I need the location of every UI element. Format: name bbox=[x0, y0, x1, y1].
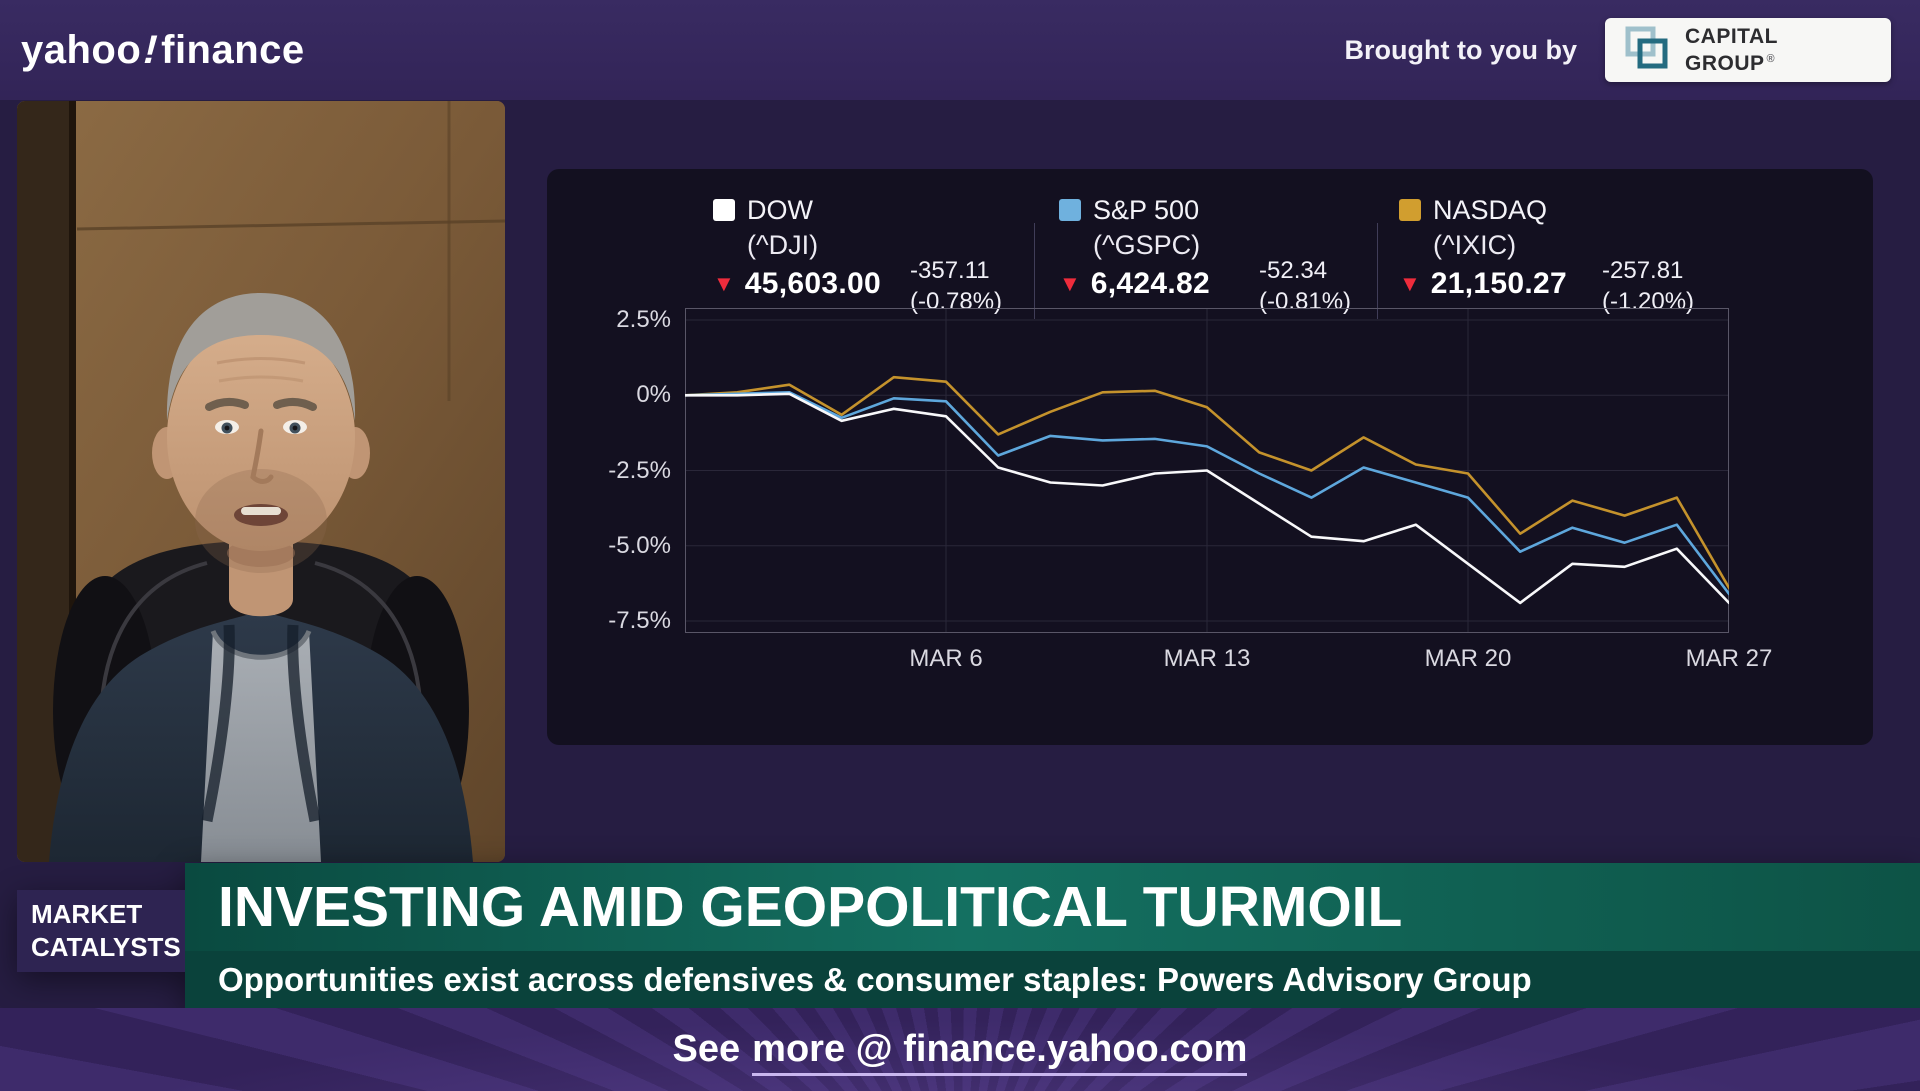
ticker-sp500-name-row: S&P 500 bbox=[1059, 193, 1210, 227]
ticker-dow-change: -357.11 (-0.78%) bbox=[910, 255, 1002, 317]
ticker-divider bbox=[1377, 223, 1378, 319]
sponsor-area: Brought to you by CAPITAL GROUP ® bbox=[1345, 18, 1891, 82]
down-arrow-icon: ▼ bbox=[713, 271, 735, 296]
ticker-symbol: (^DJI) bbox=[747, 230, 819, 260]
change-value: -257.81 bbox=[1602, 257, 1684, 284]
sponsor-name: CAPITAL GROUP ® bbox=[1685, 25, 1778, 75]
sponsor-name-line1: CAPITAL bbox=[1685, 25, 1778, 48]
ticker-price-row: ▼ 6,424.82 bbox=[1059, 263, 1210, 305]
change-value: -52.34 bbox=[1259, 257, 1328, 284]
series-line-DOW bbox=[683, 392, 1731, 605]
registered-mark: ® bbox=[1766, 53, 1776, 65]
ticker-price-row: ▼ 45,603.00 bbox=[713, 263, 881, 305]
change-percent: (-1.20%) bbox=[1602, 288, 1695, 315]
ticker-name: S&P 500 bbox=[1093, 194, 1200, 225]
logo-exclamation-icon: ! bbox=[138, 27, 164, 72]
sp500-legend-swatch bbox=[1059, 199, 1081, 221]
ticker-price: 6,424.82 bbox=[1090, 267, 1210, 300]
lower-third-banner: INVESTING AMID GEOPOLITICAL TURMOIL Oppo… bbox=[0, 863, 1920, 1008]
headline-text: INVESTING AMID GEOPOLITICAL TURMOIL bbox=[218, 875, 1403, 939]
sponsor-card: CAPITAL GROUP ® bbox=[1605, 18, 1891, 82]
down-arrow-icon: ▼ bbox=[1059, 271, 1081, 296]
x-axis-tick-label: MAR 13 bbox=[1163, 645, 1251, 672]
ticker-nasdaq-change: -257.81 (-1.20%) bbox=[1602, 255, 1694, 317]
chart-plot-area bbox=[683, 308, 1731, 633]
y-axis: 2.5% 0% -2.5% -5.0% -7.5% bbox=[581, 306, 671, 634]
change-value: -357.11 bbox=[910, 257, 990, 284]
footer-bar: See more @ finance.yahoo.com bbox=[0, 1008, 1920, 1091]
yahoo-finance-logo: yahoo! finance bbox=[21, 28, 305, 73]
footer-rays-background bbox=[0, 1008, 1920, 1091]
kicker-line1: MARKET bbox=[31, 899, 143, 929]
footer-see: See bbox=[672, 1028, 741, 1070]
footer-url: more @ finance.yahoo.com bbox=[752, 1028, 1248, 1076]
y-axis-tick-label: -7.5% bbox=[608, 606, 671, 634]
speaker-video bbox=[17, 101, 505, 862]
ticker-divider bbox=[1034, 223, 1035, 319]
down-arrow-icon: ▼ bbox=[1399, 271, 1421, 296]
subtitle-text: Opportunities exist across defensives & … bbox=[218, 960, 1532, 998]
ticker-nasdaq-name-row: NASDAQ bbox=[1399, 193, 1567, 227]
sponsor-name-line2: GROUP ® bbox=[1685, 52, 1776, 75]
ticker-price-row: ▼ 21,150.27 bbox=[1399, 263, 1567, 305]
series-line-NASDAQ bbox=[683, 375, 1731, 590]
performance-chart: 2.5% 0% -2.5% -5.0% -7.5% MAR 6 MAR 13 MAR 20 M… bbox=[608, 306, 1772, 672]
x-axis: MAR 6 MAR 13 MAR 20 MAR 27 bbox=[685, 645, 1772, 675]
ticker-dow-name-row: DOW bbox=[713, 193, 881, 227]
logo-finance: finance bbox=[161, 27, 305, 72]
ticker-price: 45,603.00 bbox=[744, 267, 881, 300]
plot-frame bbox=[685, 308, 1729, 633]
change-percent: (-0.81%) bbox=[1259, 288, 1352, 315]
x-axis-tick-label: MAR 27 bbox=[1685, 645, 1773, 672]
y-axis-tick-label: 2.5% bbox=[616, 306, 671, 334]
ticker-strip: DOW (^DJI) ▼ 45,603.00 -357.11 (-0.78%) … bbox=[547, 193, 1873, 325]
change-percent: (-0.78%) bbox=[910, 288, 1003, 315]
ticker-symbol: (^GSPC) bbox=[1093, 230, 1201, 260]
ticker-nasdaq: NASDAQ (^IXIC) ▼ 21,150.27 bbox=[1399, 193, 1567, 305]
series-line-S&P-500 bbox=[683, 391, 1731, 596]
ticker-symbol: (^IXIC) bbox=[1433, 230, 1517, 260]
market-chart-panel: DOW (^DJI) ▼ 45,603.00 -357.11 (-0.78%) … bbox=[547, 169, 1873, 745]
ticker-sp500: S&P 500 (^GSPC) ▼ 6,424.82 bbox=[1059, 193, 1210, 305]
capital-group-logo-icon bbox=[1623, 24, 1671, 77]
ticker-price: 21,150.27 bbox=[1430, 267, 1567, 300]
headline-bar: INVESTING AMID GEOPOLITICAL TURMOIL bbox=[185, 863, 1920, 951]
speaker-illustration bbox=[17, 101, 505, 862]
y-axis-tick-label: 0% bbox=[636, 381, 671, 409]
subtitle-bar: Opportunities exist across defensives & … bbox=[185, 951, 1920, 1008]
ticker-name: NASDAQ bbox=[1433, 194, 1548, 225]
ticker-sp500-change: -52.34 (-0.81%) bbox=[1259, 255, 1351, 317]
top-bar: yahoo! finance Brought to you by CAPITAL … bbox=[0, 0, 1920, 100]
ticker-name: DOW bbox=[747, 194, 813, 225]
x-axis-tick-label: MAR 20 bbox=[1424, 645, 1512, 672]
y-axis-tick-label: -2.5% bbox=[608, 456, 671, 484]
ticker-dow: DOW (^DJI) ▼ 45,603.00 bbox=[713, 193, 881, 305]
y-axis-tick-label: -5.0% bbox=[608, 531, 671, 559]
brought-to-you-by-label: Brought to you by bbox=[1344, 34, 1577, 65]
dow-legend-swatch bbox=[713, 199, 735, 221]
x-axis-tick-label: MAR 6 bbox=[909, 645, 983, 672]
footer-text: See more @ finance.yahoo.com bbox=[672, 1028, 1248, 1076]
kicker-line2: CATALYSTS bbox=[31, 932, 181, 962]
logo-yahoo: yahoo bbox=[21, 27, 142, 72]
show-kicker-badge: MARKET CATALYSTS bbox=[17, 890, 185, 972]
nasdaq-legend-swatch bbox=[1399, 199, 1421, 221]
